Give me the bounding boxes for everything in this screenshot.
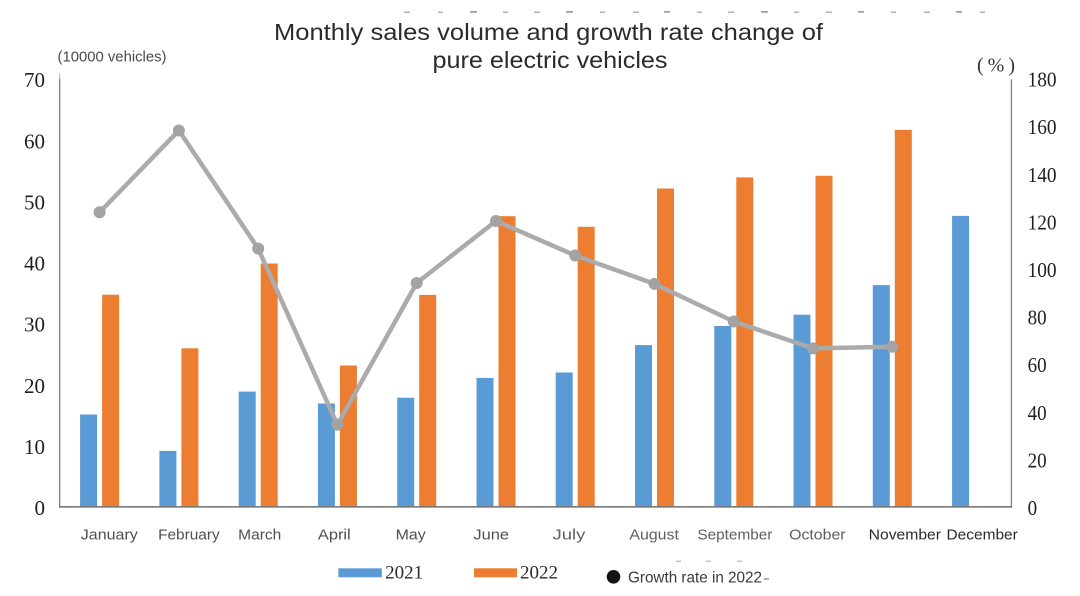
svg-text:November: November — [869, 527, 941, 544]
svg-text:July: July — [553, 527, 587, 544]
svg-text:(%): (%) — [977, 55, 1019, 77]
svg-text:140: 140 — [1028, 163, 1057, 187]
svg-text:70: 70 — [24, 68, 45, 92]
svg-text:50: 50 — [24, 190, 45, 214]
svg-text:80: 80 — [1028, 306, 1047, 330]
svg-text:pure electric vehicles: pure electric vehicles — [433, 47, 668, 73]
svg-text:January: January — [81, 527, 139, 544]
svg-text:100: 100 — [1028, 258, 1057, 282]
svg-text:October: October — [789, 527, 846, 544]
svg-text:10: 10 — [24, 435, 45, 459]
svg-text:February: February — [158, 527, 220, 544]
svg-text:120: 120 — [1028, 210, 1057, 234]
svg-text:2022: 2022 — [520, 563, 558, 584]
svg-text:Monthly sales volume and growt: Monthly sales volume and growth rate cha… — [274, 19, 824, 45]
svg-text:60: 60 — [24, 129, 45, 153]
svg-text:(10000 vehicles): (10000 vehicles) — [58, 48, 167, 65]
svg-text:40: 40 — [1028, 401, 1047, 425]
svg-text:0: 0 — [1028, 496, 1038, 520]
svg-text:June: June — [473, 527, 509, 544]
svg-text:40: 40 — [24, 252, 45, 276]
svg-text:60: 60 — [1028, 353, 1047, 377]
svg-text:December: December — [947, 527, 1018, 544]
svg-text:Growth rate in 2022: Growth rate in 2022 — [628, 570, 762, 587]
svg-text:30: 30 — [24, 313, 45, 337]
svg-text:20: 20 — [1028, 448, 1047, 472]
svg-text:0: 0 — [35, 496, 46, 520]
svg-text:180: 180 — [1028, 68, 1057, 92]
svg-text:2021: 2021 — [385, 563, 423, 584]
svg-text:August: August — [629, 527, 679, 544]
svg-text:September: September — [697, 527, 772, 544]
svg-text:160: 160 — [1028, 115, 1057, 139]
svg-text:20: 20 — [24, 374, 45, 398]
svg-text:May: May — [396, 527, 427, 544]
svg-text:March: March — [238, 527, 281, 544]
svg-text:April: April — [318, 527, 351, 544]
